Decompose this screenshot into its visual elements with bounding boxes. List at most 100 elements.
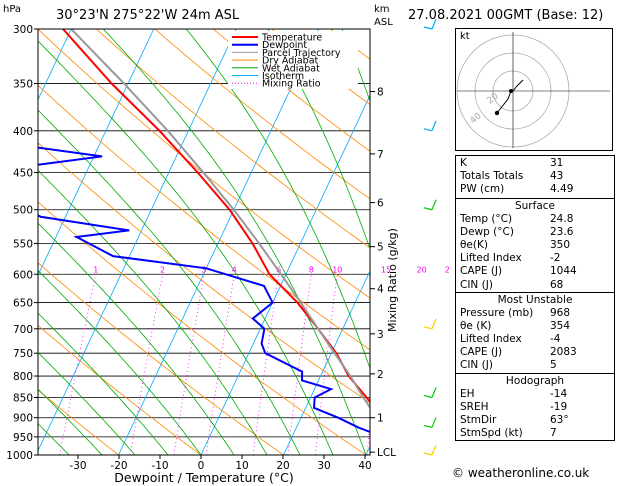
index-row: K 31 <box>456 157 614 170</box>
pressure-tick-label: 650 <box>13 298 33 310</box>
mixing-ratio-label: 3 <box>201 265 206 274</box>
dry-adiabat-120 <box>447 29 450 455</box>
series-parcel-trajectory <box>70 29 370 410</box>
dry-adiabat--10 <box>38 389 119 455</box>
indices-panel: K 31 Totals Totals 43 PW (cm) 4.49 Surface Te… <box>455 155 615 442</box>
hodo-point <box>494 110 500 116</box>
pressure-tick-label: 350 <box>13 79 33 91</box>
mixing-ratio-line-15 <box>366 419 370 455</box>
datetime-label: 27.08.2021 00GMT (Base: 12) <box>408 8 604 23</box>
temperature-tick-label: -30 <box>69 460 86 472</box>
most-unstable-title: Most Unstable <box>497 293 573 306</box>
asl-label: ASL <box>374 17 393 28</box>
mixing-ratio-line-6 <box>252 274 280 455</box>
most-unstable-row: Lifted Index -4 <box>456 333 614 346</box>
hodograph-row: StmSpd (kt) 7 <box>456 427 614 440</box>
most-unstable-row: θe (K) 354 <box>456 320 614 333</box>
height-tick-label: 1 <box>377 413 384 425</box>
isotherm-0 <box>200 94 370 455</box>
most-unstable-label: CIN (J) <box>460 359 493 372</box>
surface-row: Dewp (°C) 23.6 <box>456 226 614 239</box>
pressure-tick-label: 950 <box>13 432 33 444</box>
legend-label: Dry Adiabat <box>262 56 319 67</box>
location-label: 30°23'N 275°22'W 24m ASL <box>56 8 240 23</box>
surface-value: 68 <box>550 278 564 291</box>
height-tick-label: 3 <box>377 329 384 341</box>
wet-adiabat-36 <box>406 29 450 455</box>
hodo-trace-lower <box>496 90 512 114</box>
hodograph-row: StmDir 63° <box>456 414 614 427</box>
hodograph-value: 63° <box>550 414 569 426</box>
dry-adiabat-10 <box>38 262 284 455</box>
wet-adiabat--16 <box>38 423 70 455</box>
mixing-ratio-label: 2 <box>160 265 165 274</box>
mixing-ratio-line-1 <box>59 274 97 455</box>
mixing-ratio-line-3 <box>173 274 205 455</box>
most-unstable-value: 2083 <box>550 346 577 359</box>
copyright-label: © weatheronline.co.uk <box>452 466 590 480</box>
legend-label: Dewpoint <box>262 40 307 51</box>
dry-adiabat-70 <box>154 29 370 200</box>
hodograph-label: SREH <box>460 400 489 413</box>
wet-adiabat-0 <box>38 269 202 455</box>
hodograph-panel: kt 20 40 <box>455 28 613 151</box>
pressure-tick-label: 550 <box>13 238 33 250</box>
surface-row: CAPE (J) 1044 <box>456 265 614 278</box>
height-tick-label: 4 <box>377 284 384 296</box>
pressure-tick-label: 800 <box>13 371 33 383</box>
most-unstable-label: CAPE (J) <box>460 346 503 359</box>
legend-label: Mixing Ratio <box>262 79 321 90</box>
skew-t-chart: 12346810152025 3003504004505005506006507… <box>6 18 451 485</box>
legend-label: Isotherm <box>262 71 304 82</box>
mixing-ratio-label: 15 <box>381 265 391 274</box>
surface-label: Lifted Index <box>460 252 522 265</box>
pressure-unit-label: hPa <box>3 4 22 15</box>
hodograph-label: StmDir <box>460 414 497 426</box>
plot-frame <box>37 28 371 456</box>
hodograph-label: StmSpd (kt) <box>460 427 523 440</box>
mixing-ratio-line-20 <box>405 274 422 455</box>
temperature-axis: -30 -20 -10 0 10 20 30 40 <box>69 455 372 472</box>
wet-adiabat--12 <box>38 388 103 455</box>
mixing-ratio-label: 1 <box>93 265 98 274</box>
wet-adiabat-4 <box>38 222 235 455</box>
pressure-tick-label: 750 <box>13 348 33 360</box>
hodograph-value: -19 <box>550 400 568 413</box>
mixing-ratio-label: 10 <box>332 265 342 274</box>
dry-adiabat-50 <box>38 29 370 299</box>
isotherm--30 <box>38 29 155 277</box>
profile-lines <box>38 29 370 434</box>
temperature-tick-label: 30 <box>317 460 330 472</box>
mixing-ratio-line-10 <box>314 274 338 455</box>
hodograph-value: 7 <box>550 427 557 440</box>
most-unstable-value: -4 <box>550 333 561 346</box>
dry-adiabat-80 <box>212 29 370 152</box>
hodo-trace <box>512 79 524 92</box>
temperature-tick-label: 20 <box>276 460 289 472</box>
height-axis: 8 7 6 5 4 3 2 1 LCL <box>370 87 396 459</box>
isotherm-30 <box>449 29 451 455</box>
surface-row: CIN (J) 68 <box>456 279 614 292</box>
index-label: PW (cm) <box>460 183 505 196</box>
wind-barb-1000 <box>423 452 433 456</box>
isotherm--20 <box>38 29 237 452</box>
most-unstable-value: 968 <box>550 306 571 319</box>
legend-label: Parcel Trajectory <box>262 48 341 59</box>
most-unstable-label: θe (K) <box>460 319 492 332</box>
hodograph-title: Hodograph <box>505 374 565 387</box>
hodo-unit-label: kt <box>460 31 470 42</box>
pressure-tick-label: 900 <box>13 413 33 425</box>
mixing-ratio-label: 25 <box>445 265 450 274</box>
mixing-ratio-axis-label: Mixing Ratio (g/kg) <box>386 228 399 332</box>
dry-adiabat-0 <box>38 324 202 455</box>
pressure-tick-label: 700 <box>13 324 33 336</box>
most-unstable-value: 5 <box>550 359 557 372</box>
wind-barb-400 <box>423 128 433 132</box>
hodograph-section: Hodograph EH -14 SREH -19 StmDir 63° StmSpd (k… <box>456 372 614 441</box>
wind-barb-1000-shaft <box>431 444 437 456</box>
surface-section: Surface Temp (°C) 24.8 Dewp (°C) 23.6 θe(K) 3… <box>456 197 614 292</box>
wet-adiabat-16 <box>38 40 334 455</box>
dry-adiabat-30 <box>38 142 370 404</box>
wet-adiabat--4 <box>38 312 169 455</box>
